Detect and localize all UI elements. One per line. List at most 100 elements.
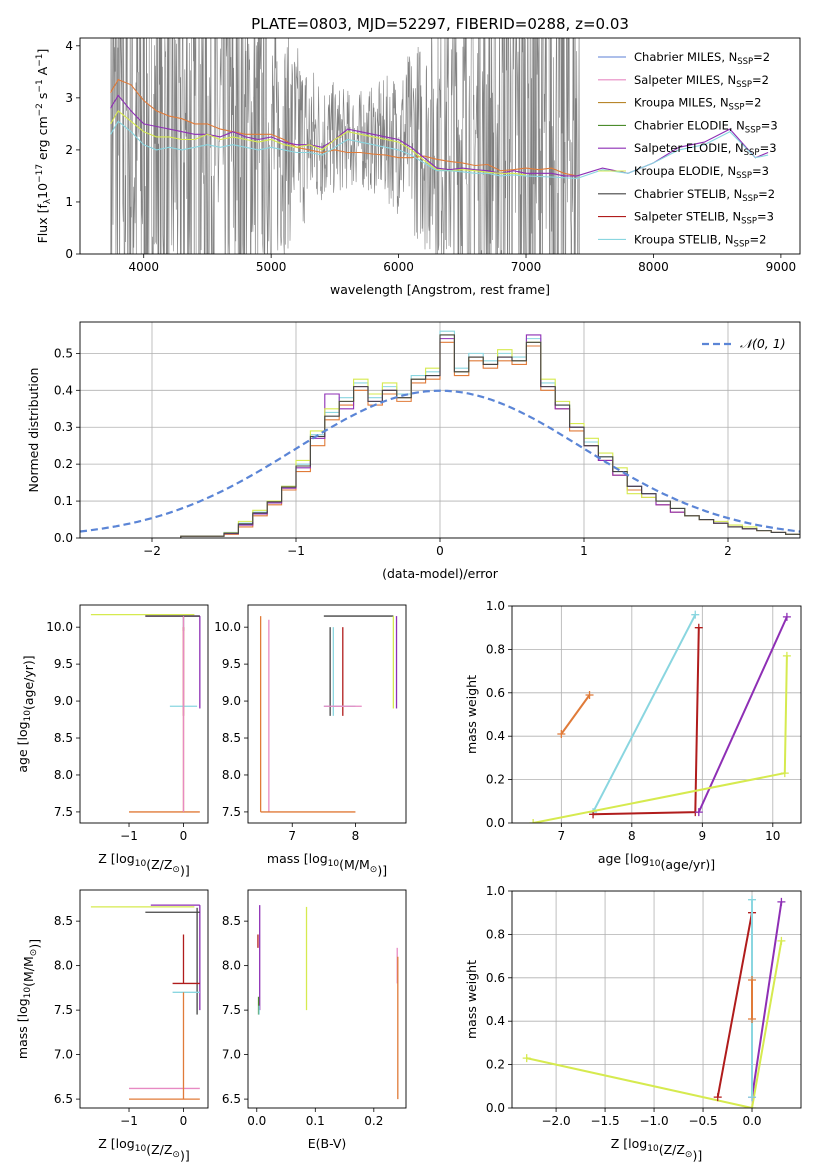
axes-frame	[79, 321, 801, 539]
mass-vs-Z-plot-area	[90, 904, 201, 1100]
y-axis-label: mass [log10(M/M⊙)]	[15, 939, 42, 1059]
age-vs-mass-plot-area	[259, 615, 398, 813]
x-tick-label: 8	[352, 829, 360, 843]
histogram-series-1	[180, 341, 800, 538]
errorbar-point	[150, 904, 201, 1011]
y-tick-label: 0.6	[486, 686, 505, 700]
y-tick-label: 6.5	[54, 1092, 73, 1106]
errorbar-point	[129, 992, 200, 1100]
histogram-series-3	[180, 334, 800, 538]
y-tick-label: 0.3	[54, 420, 73, 434]
mass-vs-Z-panel: −1 0 6.5 7.0 7.5 8.0 8.5 Z [log10(Z/Z⊙)] mass [l…	[15, 889, 209, 1163]
y-tick-label: 0.4	[486, 1014, 505, 1028]
y-tick-label: 8.0	[54, 959, 73, 973]
x-tick-label: −1	[120, 829, 138, 843]
y-tick-label: 0.0	[54, 531, 73, 545]
y-tick-label: 4	[65, 39, 73, 53]
plus-marker	[529, 819, 538, 823]
mass-vs-EBV-plot-area	[257, 905, 399, 1100]
legend-entry: Chabrier MILES, NSSP=2	[634, 50, 770, 67]
plus-marker	[748, 1104, 757, 1108]
residual-distribution-plot-area	[80, 322, 800, 538]
y-tick-label: 0.1	[54, 494, 73, 508]
y-tick-label: 8.5	[222, 731, 241, 745]
plus-marker	[748, 1093, 757, 1102]
y-tick-label: 0.6	[486, 971, 505, 985]
legend-entry: Kroupa STELIB, NSSP=2	[634, 232, 766, 249]
model-purple-line	[110, 94, 769, 177]
plus-marker	[780, 769, 789, 778]
legend-entry: Chabrier ELODIE, NSSP=3	[634, 118, 778, 135]
axes-frame	[79, 889, 209, 1109]
x-tick-label: 9	[698, 829, 706, 843]
y-tick-label: 0.5	[54, 346, 73, 360]
x-tick-label: −2	[143, 544, 161, 558]
x-tick-label: −1.5	[590, 1114, 619, 1128]
weight-series-0	[526, 940, 783, 1108]
y-axis-label: age [log10(age/yr)]	[15, 655, 36, 772]
x-axis-label: Z [log10(Z/Z⊙)]	[611, 1136, 702, 1163]
weight-vs-Z-panel: −2.0 −1.5 −1.0 −0.5 0.0 0.0 0.2 0.4 0.6 0.8 1.0 Z […	[464, 884, 802, 1163]
plus-marker	[557, 730, 566, 739]
plus-marker	[777, 897, 786, 906]
observed-spectrum-line	[110, 38, 580, 254]
x-tick-label: 4000	[128, 260, 159, 274]
plus-marker	[777, 936, 786, 945]
residual-distribution-panel: −2 −1 0 1 2 0.0 0.1 0.2 0.3 0.4 0.5 (data-model)/er…	[26, 321, 801, 581]
plus-marker	[748, 975, 757, 984]
y-tick-label: 8.5	[222, 914, 241, 928]
errorbar-point	[145, 615, 201, 709]
x-axis-label: Z [log10(Z/Z⊙)]	[98, 1136, 189, 1163]
weight-series-0	[560, 694, 591, 735]
y-tick-label: 0.4	[54, 383, 73, 397]
x-axis-label: mass [log10(M/M⊙)]	[267, 851, 387, 878]
x-tick-label: 10	[765, 829, 780, 843]
age-vs-Z-panel: −1 0 7.5 8.0 8.5 9.0 9.5 10.0 Z [log10(Z/Z⊙)] age…	[15, 604, 209, 878]
y-tick-label: 0.8	[486, 927, 505, 941]
weight-vs-Z-plot-area	[512, 891, 801, 1108]
y-tick-label: 7.5	[54, 1003, 73, 1017]
legend-entry: Chabrier STELIB, NSSP=2	[634, 187, 775, 204]
x-tick-label: 0	[436, 544, 444, 558]
y-tick-label: 7.5	[222, 1003, 241, 1017]
x-axis-label: age [log10(age/yr)]	[598, 851, 715, 872]
histogram-series-4	[180, 334, 800, 538]
y-tick-label: 8.5	[54, 731, 73, 745]
y-axis-label: mass weight	[464, 675, 479, 754]
y-tick-label: 7.5	[222, 805, 241, 819]
age-vs-Z-plot-area	[90, 613, 201, 813]
y-tick-label: 0.2	[486, 773, 505, 787]
y-axis-label: Normed distribution	[26, 368, 41, 493]
model-yellow-line	[110, 110, 527, 176]
spectrum-panel: 4000 5000 6000 7000 8000 9000 0 1 2 3 4 wavelength …	[35, 37, 801, 297]
y-tick-label: 0.0	[486, 816, 505, 830]
axes-frame	[247, 889, 407, 1109]
y-tick-label: 0.0	[486, 1101, 505, 1115]
x-tick-label: −1	[287, 544, 305, 558]
weight-vs-age-panel: 7 8 9 10 0.0 0.2 0.4 0.6 0.8 1.0 age [log10(age/yr…	[464, 599, 802, 872]
x-tick-label: 7	[558, 829, 566, 843]
y-axis-label: Flux [fλ10−17 erg cm−2 s−1 A−1]	[35, 49, 53, 244]
weight-series-2	[751, 901, 783, 1098]
x-tick-label: −2.0	[542, 1114, 571, 1128]
weight-series-1	[592, 614, 697, 813]
spectrum-legend: Chabrier MILES, NSSP=2 Salpeter MILES, NS…	[598, 50, 778, 249]
x-tick-label: 0.0	[742, 1114, 761, 1128]
y-tick-label: 0	[65, 247, 73, 261]
y-tick-label: 1.0	[486, 599, 505, 613]
axes-frame	[511, 890, 802, 1109]
legend-entry: Salpeter ELODIE, NSSP=3	[634, 141, 777, 158]
y-tick-label: 8.0	[54, 768, 73, 782]
x-tick-label: 0	[180, 829, 188, 843]
x-axis-label: Z [log10(Z/Z⊙)]	[98, 851, 189, 878]
plus-marker	[748, 1015, 757, 1024]
y-tick-label: 0.2	[486, 1058, 505, 1072]
plus-marker	[748, 895, 757, 904]
y-tick-label: 0.8	[486, 642, 505, 656]
y-tick-label: 1.0	[486, 884, 505, 898]
x-tick-label: 5000	[256, 260, 287, 274]
x-tick-label: 0.2	[364, 1114, 383, 1128]
x-tick-label: −1	[120, 1114, 138, 1128]
plus-marker	[782, 651, 791, 660]
